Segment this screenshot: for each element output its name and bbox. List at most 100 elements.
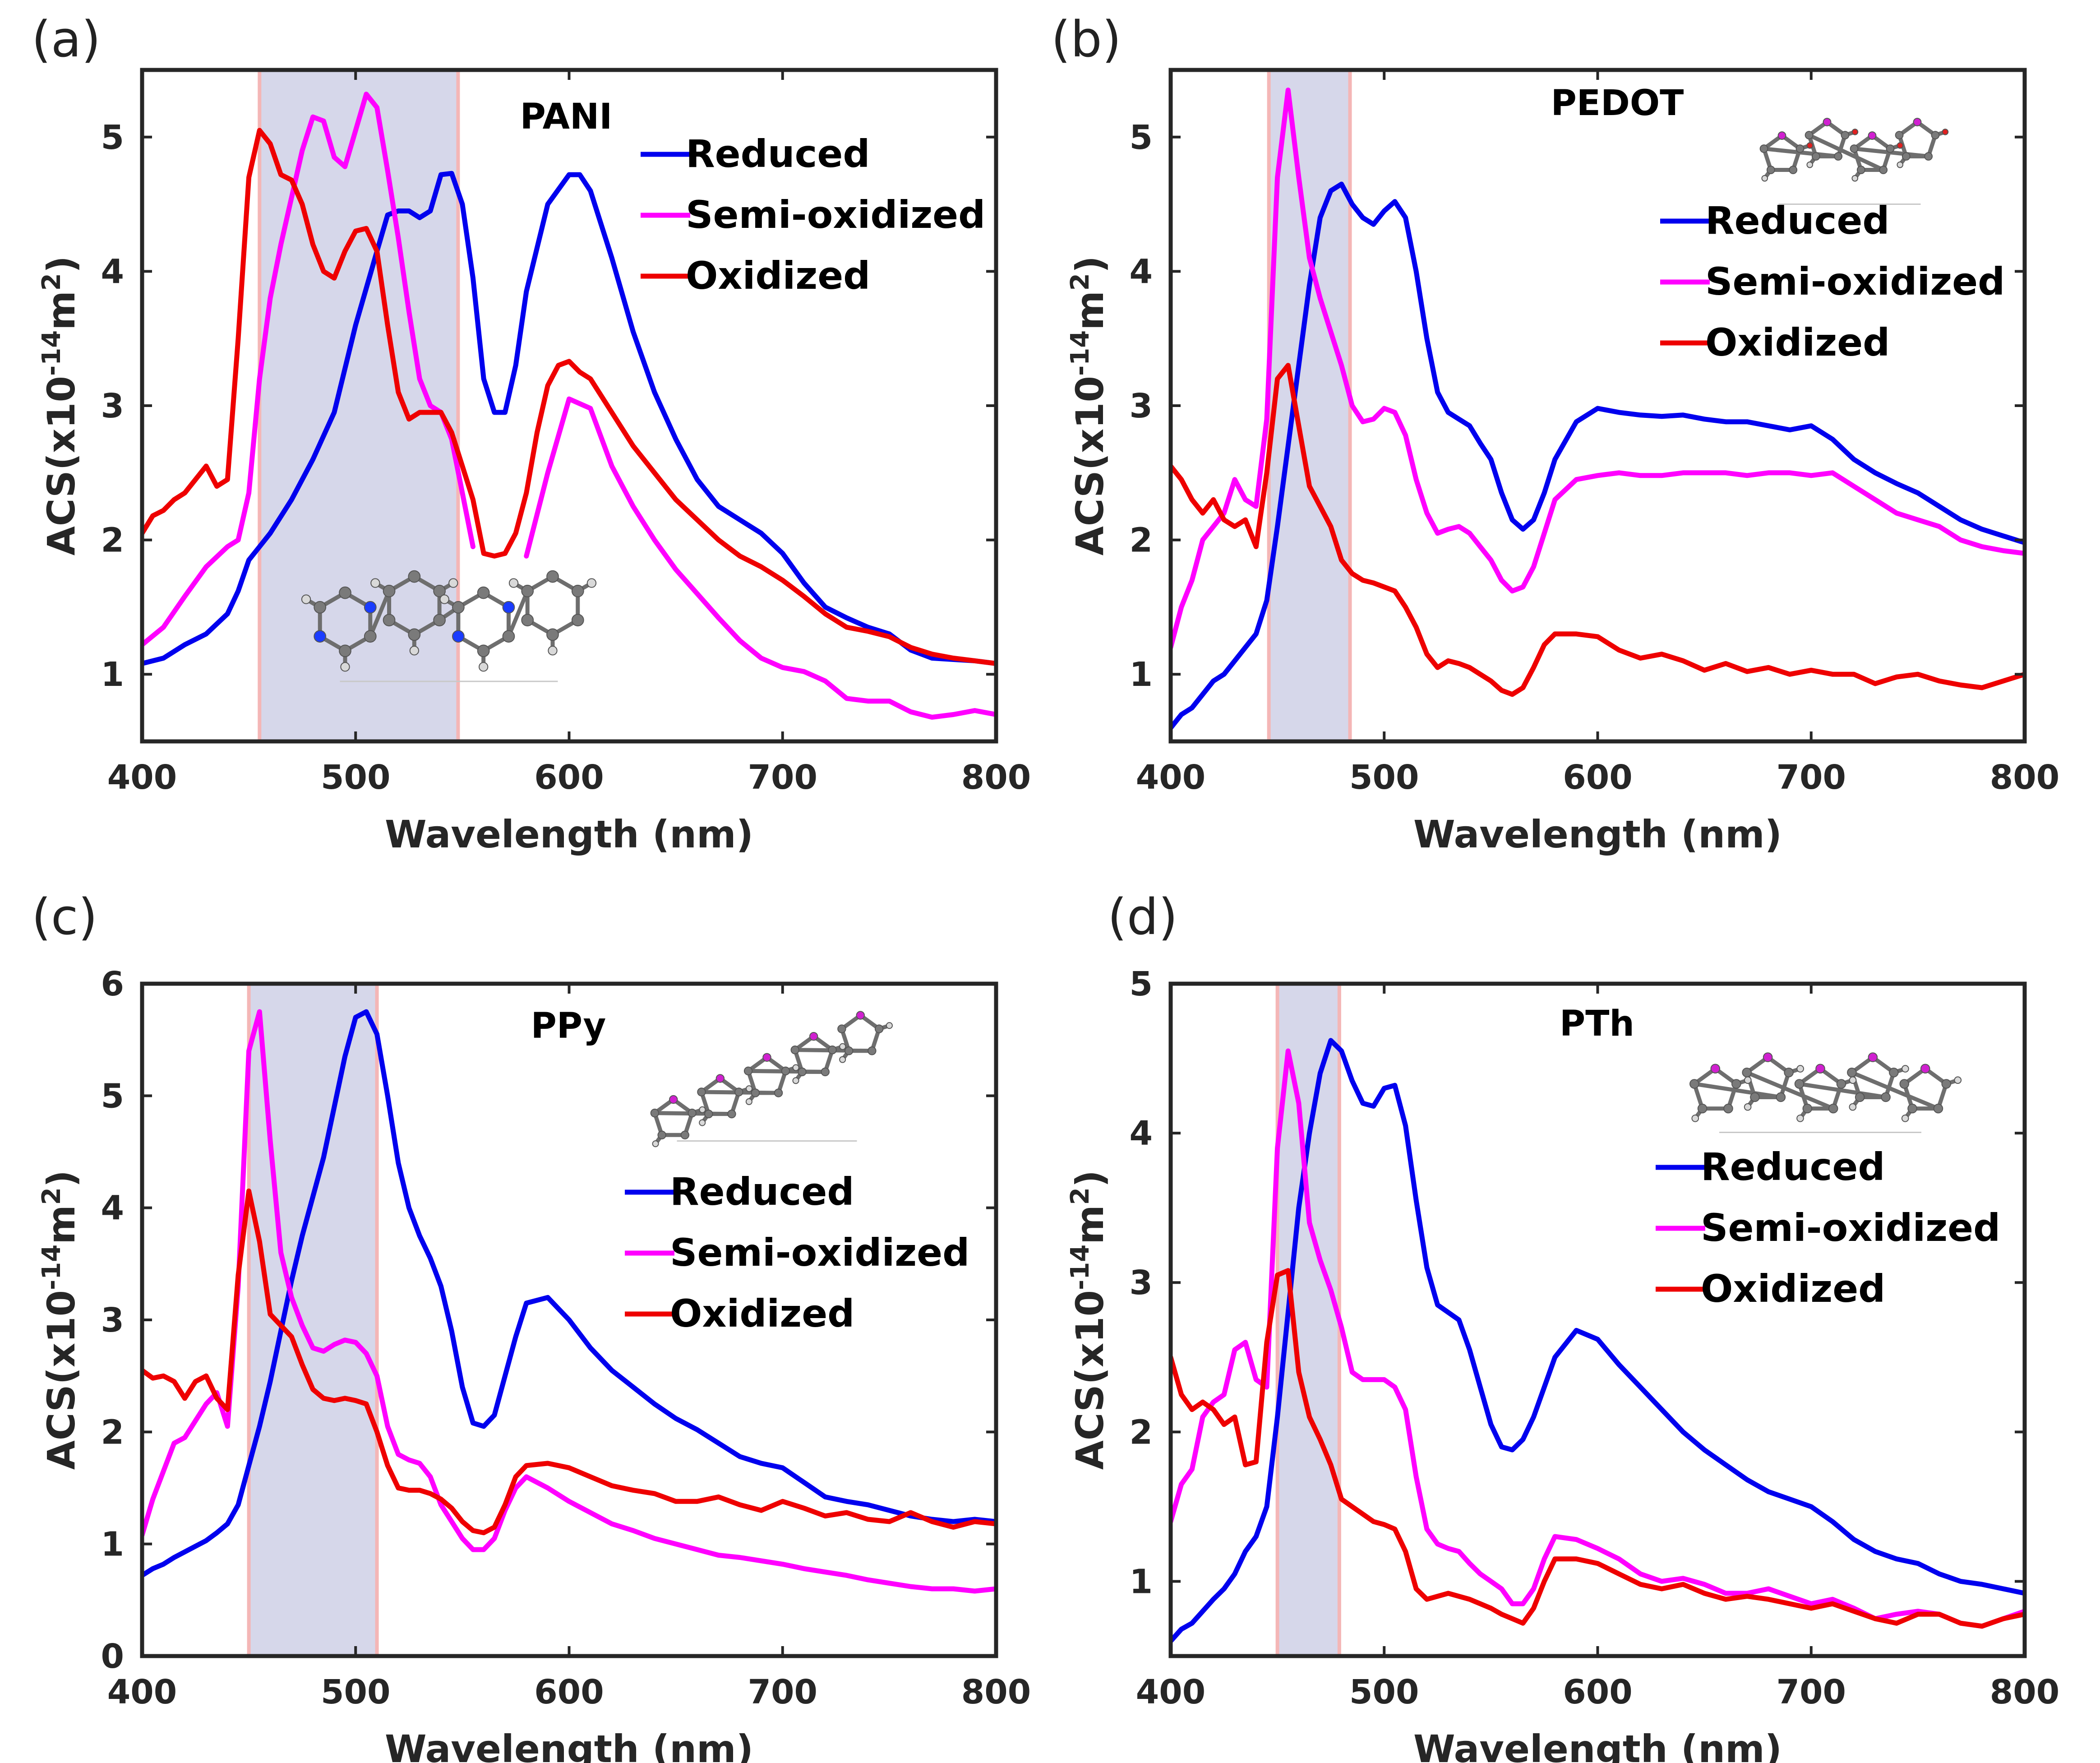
atom: [837, 1024, 846, 1033]
y-tick-label: 4: [1130, 252, 1153, 291]
atom: [546, 570, 559, 583]
atom: [704, 1109, 713, 1119]
atom: [1834, 152, 1843, 161]
y-tick-label: 2: [101, 521, 125, 560]
x-tick-label: 700: [748, 758, 817, 797]
atom: [1895, 131, 1904, 139]
x-tick-label: 800: [1990, 1673, 2059, 1712]
y-tick-label: 2: [101, 1413, 125, 1452]
atom: [1723, 1103, 1733, 1114]
polymer-name: PTh: [1560, 1004, 1634, 1044]
atom: [383, 584, 396, 597]
x-tick-label: 800: [1990, 758, 2059, 797]
panel-pedot: (b) 400 500 600 700 800 1 2 3 4 5 Wavelength (nm) AC…: [1051, 10, 2059, 856]
atom: [339, 586, 351, 599]
x-axis-title: Wavelength (nm): [385, 1727, 753, 1763]
atom: [1828, 1103, 1838, 1114]
bond: [1745, 1070, 1836, 1111]
atom: [1889, 1068, 1899, 1078]
atom: [792, 1064, 799, 1071]
atom: [1881, 1092, 1891, 1102]
y-axis-title: ACS(x10-14m2): [1066, 256, 1112, 555]
atom: [477, 644, 490, 657]
atom: [774, 1088, 783, 1097]
y-tick-label: 0: [101, 1637, 125, 1676]
atom: [340, 662, 350, 672]
y-tick-label: 5: [101, 118, 125, 157]
atom: [548, 646, 558, 656]
legend-label: Semi-oxidized: [670, 1231, 969, 1275]
atom: [508, 578, 519, 588]
atom: [1868, 1052, 1878, 1062]
atom: [1744, 1103, 1752, 1111]
series-line-semi-oxidized: [142, 92, 996, 720]
atom: [781, 1066, 790, 1076]
atom: [408, 570, 421, 583]
y-axis-title-part: -14: [1066, 330, 1095, 376]
atom: [745, 1098, 752, 1105]
highlight-band: [1267, 70, 1352, 741]
highlight-band-fill: [1269, 70, 1350, 741]
y-axis-title-part: ACS(x10: [1068, 1290, 1112, 1470]
bond: [1692, 1082, 1783, 1099]
y-tick-label: 1: [1130, 1562, 1153, 1601]
x-tick-label: 500: [1349, 1673, 1419, 1712]
atom: [1897, 142, 1904, 149]
atom: [751, 1088, 760, 1097]
atom: [1796, 1065, 1805, 1073]
atom: [1742, 1068, 1752, 1078]
atom: [1836, 1079, 1846, 1089]
polymer-name: PANI: [520, 97, 613, 137]
x-tick-label: 500: [321, 758, 390, 797]
atom: [798, 1067, 807, 1077]
atom: [314, 630, 327, 643]
x-tick-label: 600: [534, 758, 604, 797]
x-tick-label: 400: [1136, 1673, 1205, 1712]
y-tick-label: 6: [101, 965, 125, 1004]
atom: [1849, 1103, 1857, 1111]
atom: [1697, 1103, 1708, 1114]
legend: Reduced Semi-oxidized Oxidized: [641, 132, 985, 298]
series-group: [142, 1009, 996, 1594]
atom: [1879, 166, 1888, 174]
bond: [368, 589, 392, 639]
atom: [1802, 1103, 1813, 1114]
bond: [1797, 1082, 1888, 1099]
atom: [745, 1085, 753, 1092]
atom: [1795, 144, 1805, 153]
molecule-structure-ppy: [650, 1011, 893, 1148]
atom: [809, 1032, 818, 1041]
y-tick-label: 1: [101, 1525, 125, 1564]
atom: [1920, 1064, 1930, 1074]
atom: [868, 1046, 877, 1055]
atom: [408, 628, 421, 641]
atom: [1759, 144, 1768, 153]
atom: [688, 1108, 697, 1118]
y-axis-title: ACS(x10-14m2): [37, 256, 84, 555]
y-axis-title-part: 2: [1066, 1187, 1095, 1205]
atom: [680, 1130, 690, 1140]
x-tick-label: 600: [534, 1673, 604, 1712]
atom: [657, 1130, 666, 1140]
atom: [734, 1087, 743, 1097]
series-line-oxidized: [142, 1188, 996, 1536]
panel-label: (c): [32, 888, 97, 946]
legend-label: Oxidized: [1705, 320, 1890, 365]
x-tick-label: 600: [1563, 1673, 1632, 1712]
atom: [502, 601, 515, 614]
atom: [1954, 1076, 1962, 1084]
atom: [586, 578, 597, 588]
atom: [1850, 144, 1859, 153]
panel-pth: (d) 400 500 600 700 800 1 2 3 4 5 Wavelength (nm) AC…: [1066, 888, 2060, 1763]
atom: [886, 1022, 893, 1029]
legend-label: Oxidized: [670, 1291, 854, 1336]
y-tick-label: 5: [101, 1077, 125, 1115]
atom: [1789, 166, 1798, 174]
x-tick-label: 500: [321, 1673, 390, 1712]
panel-label: (d): [1108, 888, 1178, 946]
series-line-oxidized: [1171, 363, 2025, 697]
y-tick-label: 3: [101, 387, 125, 426]
y-axis-title-part: -14: [37, 1245, 66, 1290]
atom: [1851, 175, 1859, 182]
atom: [479, 662, 489, 672]
